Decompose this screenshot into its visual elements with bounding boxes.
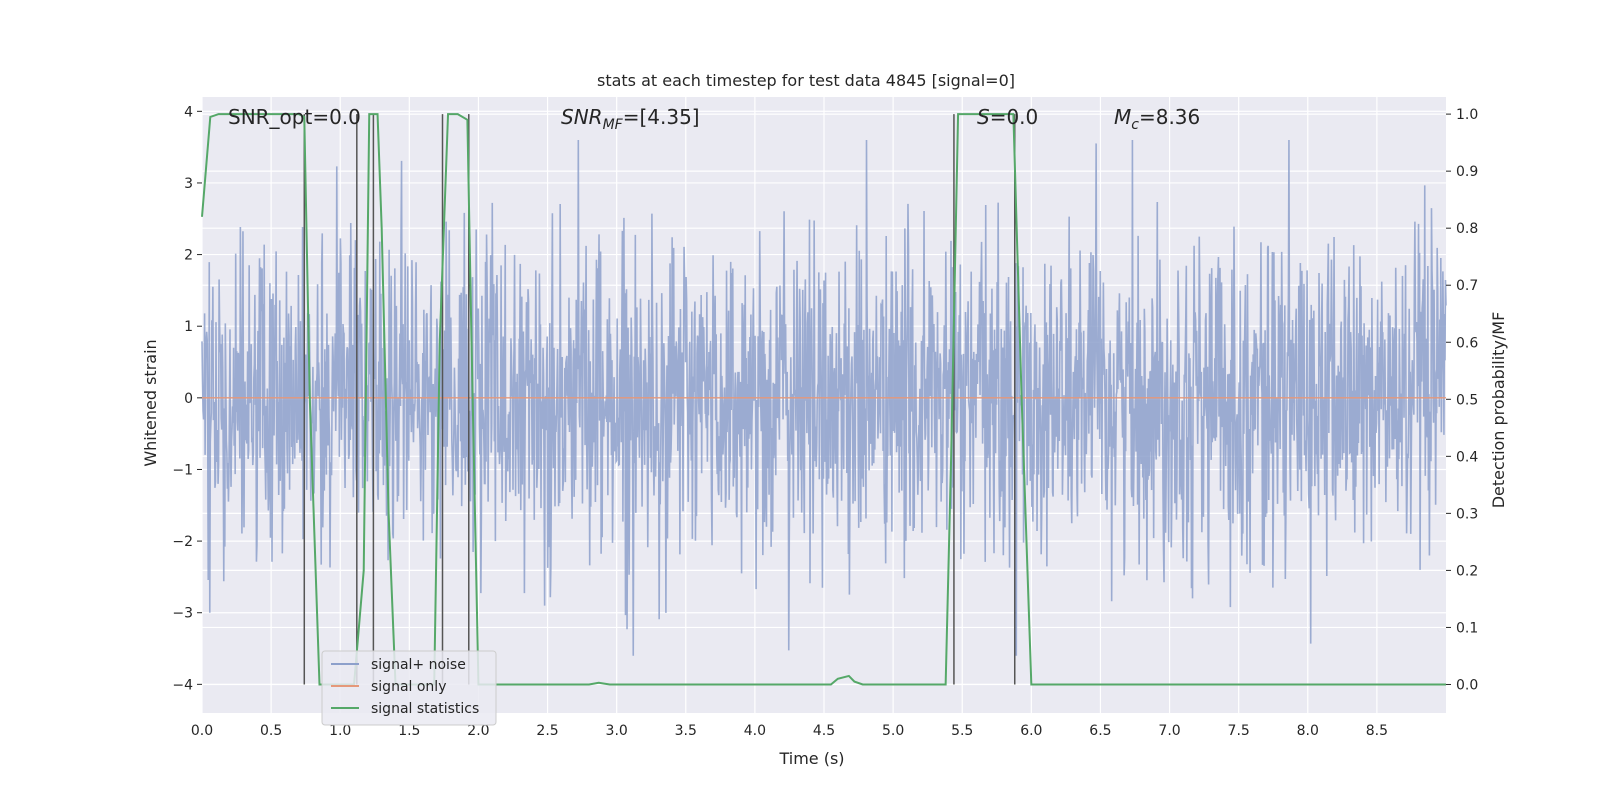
- y-left-tick-label: 2: [184, 248, 193, 264]
- x-tick-label: 0.0: [191, 723, 213, 739]
- y-right-tick-label: 0.9: [1456, 164, 1478, 180]
- y-axis-left-label: Whitened strain: [141, 339, 160, 466]
- x-tick-label: 1.0: [329, 723, 351, 739]
- y-left-tick-label: 1: [184, 319, 193, 335]
- x-tick-label: 3.5: [675, 723, 697, 739]
- y-right-tick-label: 0.5: [1456, 392, 1478, 408]
- y-right-tick-label: 1.0: [1456, 107, 1478, 123]
- y-left-tick-label: −1: [172, 462, 193, 478]
- x-axis: 0.0 0.5 1.0 1.5 2.0 2.5 3.0 3.5 4.0 4.5 5.0 5.5 6.0 6…: [191, 723, 1388, 739]
- y-right-tick-label: 0.6: [1456, 335, 1478, 351]
- annotation-mc: Mc=8.36: [1114, 105, 1200, 133]
- y-right-tick-label: 0.0: [1456, 677, 1478, 693]
- chart-title: stats at each timestep for test data 484…: [597, 71, 1015, 90]
- x-tick-label: 1.5: [398, 723, 420, 739]
- y-right-tick-label: 0.1: [1456, 620, 1478, 636]
- legend: signal+ noise signal only signal statist…: [321, 650, 497, 726]
- x-tick-label: 5.0: [882, 723, 904, 739]
- x-tick-label: 2.5: [536, 723, 558, 739]
- y-left-tick-label: 0: [184, 391, 193, 407]
- x-tick-label: 6.0: [1020, 723, 1042, 739]
- series-signal-noise: [201, 139, 1447, 656]
- legend-box: [321, 650, 497, 726]
- x-tick-label: 7.5: [1228, 723, 1250, 739]
- y-left-tick-label: −3: [172, 606, 193, 622]
- y-axis-left: −4 −3 −2 −1 0 1 2 3 4: [172, 104, 202, 693]
- x-tick-label: 4.5: [813, 723, 835, 739]
- y-axis-right: 0.0 0.1 0.2 0.3 0.4 0.5 0.6 0.7 0.8 0.9 1.0: [1446, 107, 1478, 693]
- legend-label-signal-only: signal only: [371, 679, 446, 695]
- x-axis-label: Time (s): [778, 749, 844, 768]
- y-right-tick-label: 0.2: [1456, 563, 1478, 579]
- annotation-snr-mf: SNRMF=[4.35]: [561, 105, 700, 133]
- legend-label-signal-noise: signal+ noise: [371, 657, 466, 673]
- y-right-tick-label: 0.8: [1456, 221, 1478, 237]
- noise-trace: [201, 139, 1447, 656]
- y-left-tick-label: 3: [184, 176, 193, 192]
- y-right-tick-label: 0.3: [1456, 506, 1478, 522]
- x-tick-label: 8.0: [1297, 723, 1319, 739]
- x-tick-label: 0.5: [260, 723, 282, 739]
- x-tick-label: 4.0: [744, 723, 766, 739]
- y-right-tick-label: 0.4: [1456, 449, 1478, 465]
- y-right-tick-label: 0.7: [1456, 278, 1478, 294]
- y-axis-right-label: Detection probability/MF: [1489, 312, 1508, 509]
- annotation-snr-opt: SNR_opt=0.0: [228, 105, 361, 129]
- x-tick-label: 6.5: [1089, 723, 1111, 739]
- x-tick-label: 2.0: [467, 723, 489, 739]
- x-tick-label: 5.5: [951, 723, 973, 739]
- y-left-tick-label: 4: [184, 104, 193, 120]
- x-tick-label: 7.0: [1158, 723, 1180, 739]
- x-tick-label: 3.0: [606, 723, 628, 739]
- annotation-s: S=0.0: [977, 105, 1038, 129]
- legend-label-signal-statistics: signal statistics: [371, 701, 479, 717]
- y-left-tick-label: −2: [172, 534, 193, 550]
- x-tick-label: 8.5: [1366, 723, 1388, 739]
- y-left-tick-label: −4: [172, 677, 193, 693]
